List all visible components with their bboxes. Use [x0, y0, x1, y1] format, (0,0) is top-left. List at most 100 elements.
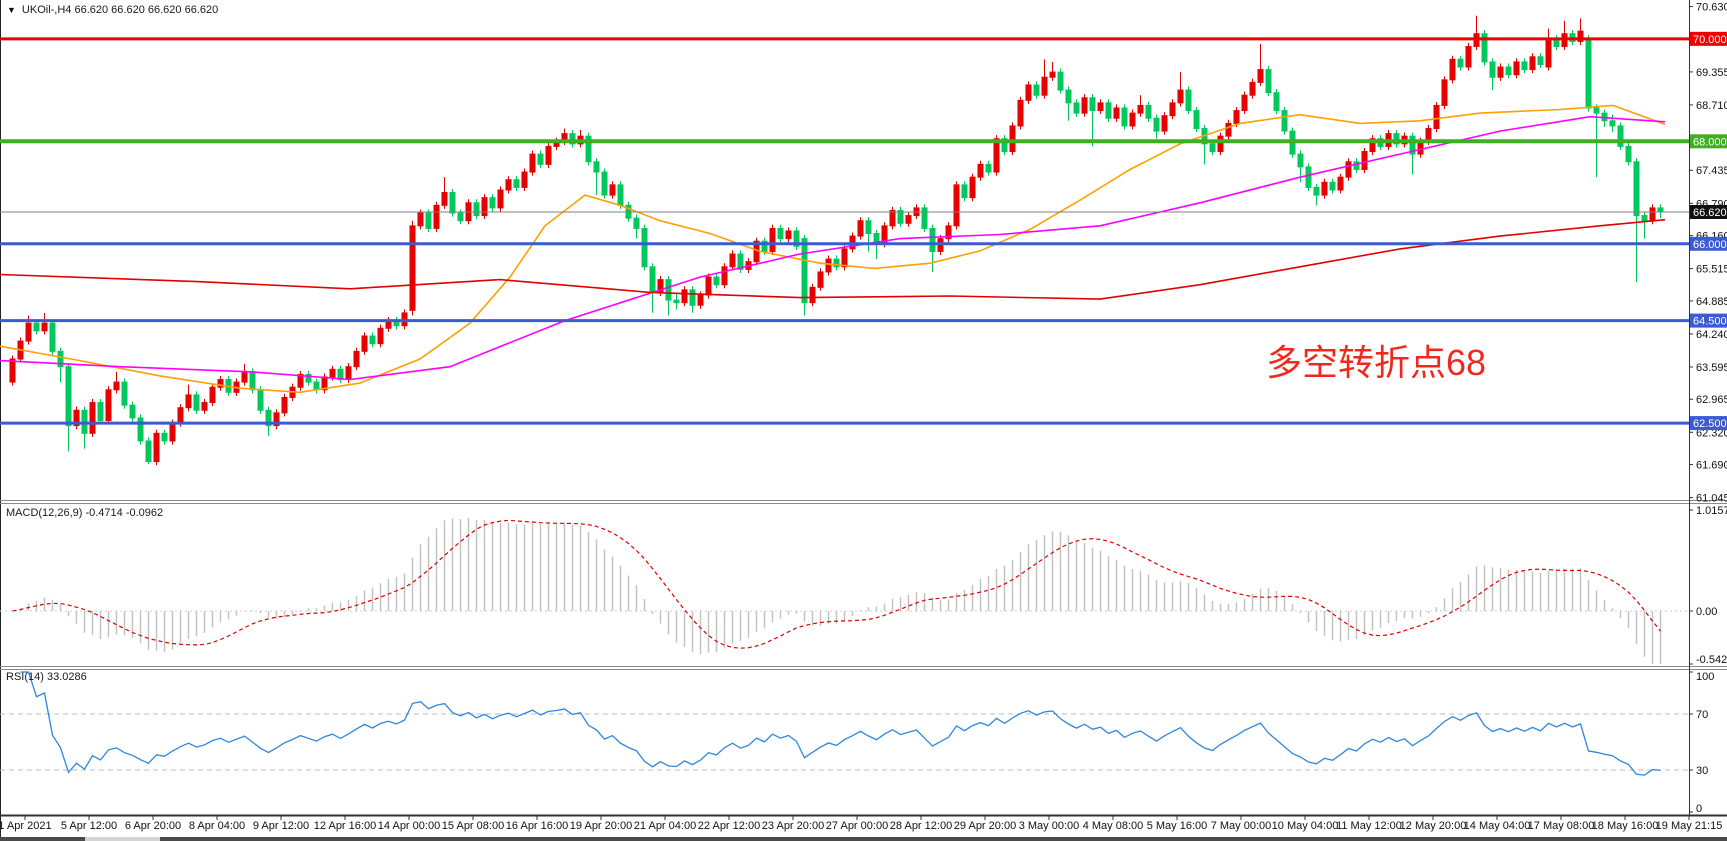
candle-bear	[1297, 153, 1304, 168]
time-tick-label: 12 Apr 16:00	[314, 820, 376, 832]
price-tick-label: 67.435	[1696, 165, 1727, 177]
candle-bear	[1633, 161, 1640, 217]
candle-bear	[1001, 138, 1008, 153]
candle-bear	[633, 217, 640, 229]
candle-bear	[161, 432, 168, 442]
price-tick-label: 70.630	[1696, 2, 1727, 14]
time-tick-label: 14 Apr 00:00	[378, 820, 440, 832]
candle-bear	[193, 394, 200, 411]
time-tick-label: 22 Apr 12:00	[698, 820, 760, 832]
down-triangle-icon[interactable]: ▼	[7, 5, 16, 15]
macd-panel[interactable]: 1.0157 0.00 -0.5422	[0, 505, 1727, 666]
candle-bull	[1249, 81, 1256, 96]
price-level-badge-label: 62.500	[1693, 418, 1727, 430]
candle-bear	[137, 417, 144, 442]
candle-bull	[609, 184, 616, 196]
candle-bull	[1025, 84, 1032, 101]
rsi-panel[interactable]: 100 70 30 0	[0, 671, 1714, 815]
candle-bear	[305, 373, 312, 383]
price-tick-label: 65.515	[1696, 264, 1727, 276]
candle-bull	[529, 153, 536, 173]
price-tick-label: 64.240	[1696, 329, 1727, 341]
candle-bull	[329, 368, 336, 378]
candle-bear	[593, 161, 600, 173]
candle-bull	[1049, 71, 1056, 78]
price-level-badge-label: 66.620	[1693, 207, 1727, 219]
candle-bull	[9, 358, 16, 383]
candle-bull	[441, 192, 448, 206]
candle-bull	[1513, 61, 1520, 76]
candle-bull	[1449, 58, 1456, 81]
time-tick-label: 5 Apr 12:00	[61, 820, 117, 832]
price-tick-label: 62.320	[1696, 427, 1727, 439]
price-axis: 70.63069.35568.71067.43566.79066.16065.5…	[1689, 2, 1727, 505]
macd-axis-label: 1.0157	[1696, 505, 1727, 517]
ma-fast-orange-line	[0, 104, 1666, 394]
candle-bear	[1641, 215, 1648, 222]
candle-bull	[1233, 110, 1240, 124]
candle-bull	[993, 138, 1000, 173]
candle-bull	[1465, 46, 1472, 68]
price-tick-label: 68.710	[1696, 100, 1727, 112]
time-tick-label: 6 Apr 20:00	[125, 820, 181, 832]
candle-bull	[977, 163, 984, 178]
candle-bear	[1313, 186, 1320, 196]
candle-bear	[1153, 117, 1160, 132]
candle-bear	[1281, 110, 1288, 132]
candle-bear	[929, 227, 936, 252]
candle-bear	[1505, 66, 1512, 76]
candle-bear	[1185, 89, 1192, 112]
candle-bull	[945, 225, 952, 240]
candle-bull	[1497, 66, 1504, 78]
symbol-quote-label: UKOil-,H4 66.620 66.620 66.620 66.620	[21, 4, 219, 16]
candle-bull	[41, 322, 48, 332]
time-tick-label: 19 Apr 20:00	[570, 820, 632, 832]
candle-bull	[1321, 181, 1328, 196]
chart-annotation-text: 多空转折点68	[1266, 342, 1487, 383]
candle-bull	[105, 389, 112, 422]
candle-bear	[537, 153, 544, 165]
time-tick-label: 28 Apr 12:00	[890, 820, 952, 832]
candle-bull	[681, 289, 688, 304]
price-tick-label: 64.885	[1696, 296, 1727, 308]
time-tick-label: 17 May 08:00	[1528, 820, 1595, 832]
macd-axis-label: 0.00	[1696, 606, 1717, 618]
candle-bear	[145, 440, 152, 462]
time-tick-label: 14 May 04:00	[1464, 820, 1531, 832]
candle-bull	[785, 230, 792, 240]
candle-bear	[921, 207, 928, 229]
candle-bear	[1305, 166, 1312, 188]
candle-bear	[689, 289, 696, 306]
candle-bear	[1481, 33, 1488, 63]
candle-bear	[1609, 120, 1616, 127]
candlestick-series[interactable]	[9, 15, 1664, 466]
scrollbar-thumb[interactable]	[85, 837, 160, 841]
candle-bull	[345, 366, 352, 381]
candle-bull	[217, 379, 224, 388]
candle-bear	[777, 227, 784, 240]
candle-bear	[833, 258, 840, 268]
candle-bull	[1017, 99, 1024, 127]
time-axis[interactable]: 1 Apr 2021 5 Apr 12:00 6 Apr 20:00 8 Apr 04…	[0, 815, 1722, 832]
candle-bull	[433, 204, 440, 229]
candle-bull	[825, 258, 832, 273]
candle-bear	[1537, 56, 1544, 65]
candle-bull	[1177, 89, 1184, 104]
candle-bull	[841, 248, 848, 268]
candle-bear	[1393, 133, 1400, 145]
candle-bull	[1169, 102, 1176, 117]
price-level-badge	[1690, 313, 1727, 328]
candle-bull	[185, 394, 192, 409]
candle-bull	[353, 350, 360, 368]
candle-bear	[601, 171, 608, 196]
candle-bull	[505, 179, 512, 191]
candle-bull	[409, 225, 416, 311]
candle-bull	[809, 286, 816, 304]
candle-bear	[121, 381, 128, 406]
candle-bull	[1129, 112, 1136, 127]
candle-bear	[713, 276, 720, 286]
candle-bull	[1225, 122, 1232, 137]
candle-bear	[1057, 71, 1064, 91]
candle-bear	[1193, 110, 1200, 129]
